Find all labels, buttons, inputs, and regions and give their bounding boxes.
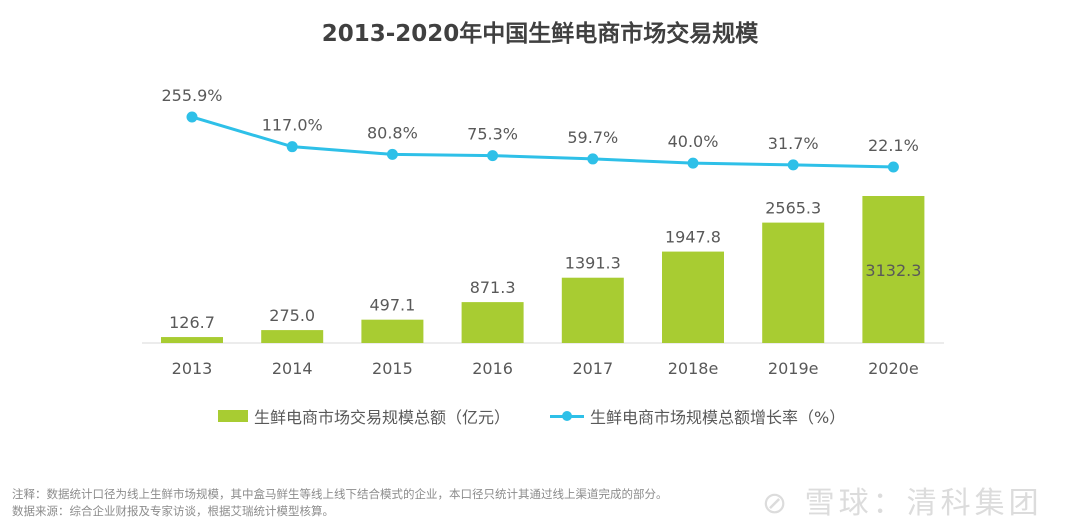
- legend-label-bar: 生鲜电商市场交易规模总额（亿元）: [254, 408, 511, 427]
- x-tick-2013: 2013: [172, 359, 213, 378]
- bar-2013: [161, 337, 223, 343]
- legend-swatch-line: [550, 410, 585, 421]
- watermark: ⊘ 雪球：清科集团: [762, 486, 1043, 521]
- legend-label-line: 生鲜电商市场规模总额增长率（%）: [590, 408, 846, 427]
- line-label-2014: 117.0%: [262, 116, 323, 135]
- growth-line: [191, 115, 894, 169]
- line-label-2017: 59.7%: [567, 128, 618, 147]
- footnotes: 注释：数据统计口径为线上生鲜市场规模，其中盒马鲜生等线上线下结合模式的企业，本口…: [12, 486, 668, 520]
- legend-swatch-bar: [218, 410, 248, 422]
- bar-label-2015: 497.1: [369, 296, 415, 315]
- bar-label-2018e: 1947.8: [665, 228, 721, 247]
- bar-2018e: [662, 251, 724, 343]
- line-point-2015: [386, 148, 398, 160]
- chart-plot: 126.7 2013 275.0 2014 497.1 2015 871.3 2016 1391…: [142, 86, 944, 378]
- bar-label-2013: 126.7: [169, 313, 215, 332]
- bar-2015: [361, 319, 424, 343]
- line-point-2014: [286, 141, 298, 153]
- bar-label-2016: 871.3: [470, 278, 516, 297]
- bar-label-2019e: 2565.3: [765, 199, 821, 218]
- bar-label-2014: 275.0: [269, 306, 315, 325]
- x-tick-2017: 2017: [572, 359, 613, 378]
- line-point-2017: [587, 153, 599, 165]
- line-point-2018e: [687, 157, 699, 169]
- x-tick-2015: 2015: [372, 359, 413, 378]
- line-label-2013: 255.9%: [161, 86, 222, 105]
- line-label-2016: 75.3%: [467, 125, 518, 144]
- footnote-source: 数据来源：综合企业财报及专家访谈，根据艾瑞统计模型核算。: [12, 504, 334, 518]
- line-point-2013: [186, 111, 198, 123]
- footnote-note: 注释：数据统计口径为线上生鲜市场规模，其中盒马鲜生等线上线下结合模式的企业，本口…: [12, 487, 668, 501]
- x-tick-2016: 2016: [472, 359, 513, 378]
- legend: 生鲜电商市场交易规模总额（亿元） 生鲜电商市场规模总额增长率（%）: [218, 404, 845, 428]
- legend-item-bar: 生鲜电商市场交易规模总额（亿元）: [218, 404, 510, 428]
- bar-2019e: [762, 222, 825, 343]
- x-tick-2014: 2014: [272, 359, 313, 378]
- bar-2017: [561, 277, 624, 343]
- bar-2014: [261, 330, 324, 343]
- x-tick-2020e: 2020e: [868, 359, 919, 378]
- line-label-2020e: 22.1%: [868, 136, 919, 155]
- line-label-2015: 80.8%: [367, 123, 418, 142]
- bar-label-2017: 1391.3: [565, 254, 621, 273]
- line-label-2018e: 40.0%: [668, 132, 719, 151]
- bar-2016: [461, 302, 524, 343]
- chart-title: 2013-2020年中国生鲜电商市场交易规模: [321, 21, 759, 47]
- line-point-2019e: [787, 159, 799, 171]
- line-point-2016: [487, 150, 499, 162]
- bar-label-2020e: 3132.3: [865, 261, 921, 280]
- bar-2020e: [862, 196, 925, 343]
- x-tick-2019e: 2019e: [768, 359, 819, 378]
- line-point-2020e: [887, 161, 899, 173]
- legend-item-line: 生鲜电商市场规模总额增长率（%）: [550, 404, 845, 428]
- line-label-2019e: 31.7%: [768, 134, 819, 153]
- x-tick-2018e: 2018e: [668, 359, 719, 378]
